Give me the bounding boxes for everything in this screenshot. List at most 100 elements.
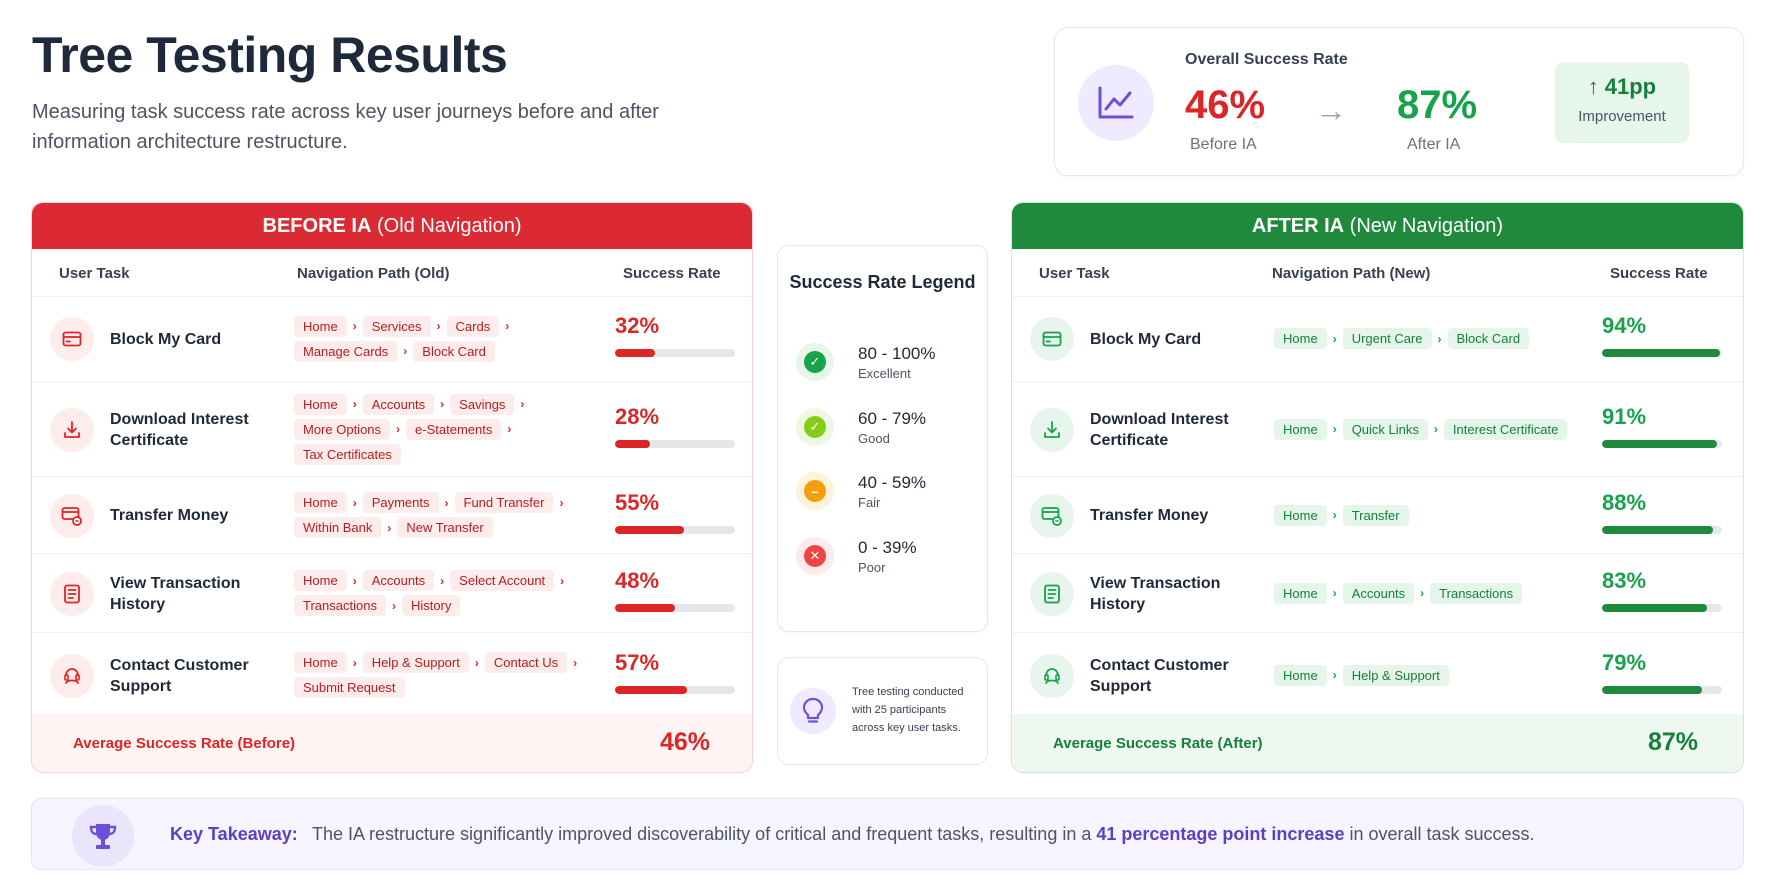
before-average-label: Average Success Rate (Before) bbox=[73, 735, 296, 752]
success-rate-bar bbox=[615, 525, 735, 534]
table-row: Contact Customer Support Home › Help & Supp… bbox=[32, 633, 752, 718]
overall-before-label: Before IA bbox=[1190, 136, 1257, 153]
chevron-right-icon: › bbox=[352, 397, 357, 411]
navigation-path: Home › Accounts › Select Account › Transaction… bbox=[294, 570, 584, 616]
chevron-right-icon: › bbox=[1437, 331, 1442, 346]
path-step: Home bbox=[294, 393, 347, 415]
path-step: Home bbox=[1274, 418, 1327, 440]
card-icon bbox=[1030, 317, 1074, 361]
path-step: Transactions bbox=[1430, 582, 1523, 604]
success-rate-bar bbox=[615, 349, 735, 357]
legend-item: ✕ 0 - 39% Poor bbox=[796, 537, 976, 581]
overall-before-value: 46% bbox=[1185, 83, 1266, 127]
chevron-right-icon: › bbox=[474, 655, 479, 670]
transfer-icon bbox=[50, 493, 94, 538]
navigation-path: Home › Accounts › Savings › More Options › e-Sta… bbox=[294, 393, 584, 465]
table-row: Block My Card Home › Services › Cards › Manage … bbox=[32, 296, 752, 382]
chevron-right-icon: › bbox=[391, 598, 396, 613]
before-panel-header: BEFORE IA (Old Navigation) bbox=[32, 203, 752, 249]
success-rate-value: 48% bbox=[615, 567, 660, 593]
task-name: View Transaction History bbox=[110, 574, 241, 613]
navigation-path: Home › Services › Cards › Manage Cards › Block C… bbox=[294, 315, 584, 362]
key-takeaway-banner: Key Takeaway: The IA restructure signifi… bbox=[31, 798, 1744, 870]
chevron-right-icon: › bbox=[1332, 668, 1337, 682]
legend-description: Good bbox=[858, 431, 890, 446]
success-rate-value: 32% bbox=[615, 313, 660, 338]
improvement-badge: ↑ 41pp Improvement bbox=[1555, 62, 1689, 143]
after-average-label: Average Success Rate (After) bbox=[1053, 735, 1263, 752]
task-name: Transfer Money bbox=[110, 507, 229, 524]
chevron-right-icon: › bbox=[1433, 422, 1438, 436]
overall-label: Overall Success Rate bbox=[1185, 51, 1348, 68]
path-step: Home bbox=[1274, 664, 1327, 686]
legend-item: ✓ 80 - 100% Excellent bbox=[796, 343, 976, 387]
chevron-right-icon: › bbox=[352, 655, 357, 670]
takeaway-text: The IA restructure significantly improve… bbox=[312, 824, 1535, 844]
line-chart-icon bbox=[1078, 65, 1154, 141]
success-rate-legend: Success Rate Legend ✓ 80 - 100% Excellent ✓… bbox=[777, 245, 988, 632]
success-rate-bar-fill bbox=[1602, 439, 1717, 448]
chevron-right-icon: › bbox=[573, 655, 578, 670]
path-step: Accounts bbox=[362, 393, 435, 415]
col-success-rate: Success Rate bbox=[1610, 265, 1708, 282]
path-step: New Transfer bbox=[397, 517, 493, 538]
legend-description: Fair bbox=[858, 495, 881, 510]
path-step: Transactions bbox=[294, 595, 386, 616]
path-step: Home bbox=[1274, 504, 1327, 526]
before-average-row: Average Success Rate (Before) 46% bbox=[32, 714, 752, 772]
table-row: Transfer Money Home › Transfer 88% bbox=[1012, 477, 1743, 554]
success-rate-bar bbox=[1602, 525, 1722, 534]
improvement-label: Improvement bbox=[1578, 108, 1666, 125]
chevron-right-icon: › bbox=[396, 422, 401, 436]
success-rate-bar bbox=[615, 685, 735, 694]
path-step: Home bbox=[1274, 328, 1327, 349]
task-name: Block My Card bbox=[1090, 330, 1202, 348]
before-average-value: 46% bbox=[660, 728, 711, 756]
path-step: e-Statements bbox=[406, 418, 502, 440]
path-step: Urgent Care bbox=[1342, 328, 1432, 349]
takeaway-highlight: 41 percentage point increase bbox=[1096, 824, 1345, 844]
navigation-path: Home › Payments › Fund Transfer › Within Bank ›… bbox=[294, 492, 584, 538]
path-step: History bbox=[401, 595, 461, 616]
path-step: Interest Certificate bbox=[1443, 418, 1568, 440]
path-step: Within Bank bbox=[294, 517, 382, 538]
navigation-path: Home › Quick Links › Interest Certificate bbox=[1274, 418, 1574, 440]
navigation-path: Home › Help & Support bbox=[1274, 664, 1574, 686]
x-circle-icon: ✕ bbox=[796, 537, 834, 575]
path-step: Home bbox=[294, 315, 347, 337]
check-circle-icon: ✓ bbox=[796, 408, 834, 446]
overall-success-card: Overall Success Rate 46% → 87% Before IA… bbox=[1054, 27, 1744, 176]
success-rate-value: 88% bbox=[1602, 489, 1647, 515]
legend-range: 0 - 39% bbox=[858, 538, 917, 557]
minus-circle-icon: – bbox=[796, 472, 834, 510]
chevron-right-icon: › bbox=[352, 495, 357, 510]
chevron-right-icon: › bbox=[559, 495, 564, 510]
path-step: Home bbox=[1274, 582, 1327, 604]
path-step: Payments bbox=[362, 492, 439, 513]
transfer-icon bbox=[1030, 493, 1074, 538]
success-rate-bar bbox=[1602, 349, 1722, 357]
task-name: Download Interest Certificate bbox=[110, 410, 249, 449]
after-panel-header: AFTER IA (New Navigation) bbox=[1012, 203, 1743, 249]
legend-description: Poor bbox=[858, 560, 886, 575]
overall-after-label: After IA bbox=[1407, 136, 1461, 153]
task-name: Transfer Money bbox=[1090, 507, 1209, 524]
legend-title: Success Rate Legend bbox=[789, 272, 976, 292]
table-row: Block My Card Home › Urgent Care › Block Card… bbox=[1012, 296, 1743, 382]
chevron-right-icon: › bbox=[436, 319, 441, 333]
col-user-task: User Task bbox=[59, 265, 130, 282]
success-rate-value: 55% bbox=[615, 489, 660, 515]
success-rate-bar bbox=[615, 603, 735, 612]
before-panel: BEFORE IA (Old Navigation) User Task Nav… bbox=[31, 202, 753, 773]
success-rate-bar bbox=[1602, 685, 1722, 694]
legend-range: 60 - 79% bbox=[858, 409, 927, 428]
task-name: Contact Customer Support bbox=[1090, 656, 1229, 695]
col-success-rate: Success Rate bbox=[623, 265, 721, 282]
chevron-right-icon: › bbox=[507, 422, 512, 436]
table-row: Download Interest Certificate Home › Quick … bbox=[1012, 382, 1743, 477]
success-rate-bar-fill bbox=[615, 439, 651, 448]
page-subtitle: Measuring task success rate across key u… bbox=[32, 101, 659, 153]
table-row: Contact Customer Support Home › Help & Supp… bbox=[1012, 633, 1743, 718]
support-icon bbox=[1030, 653, 1074, 698]
path-step: Fund Transfer bbox=[454, 492, 554, 513]
